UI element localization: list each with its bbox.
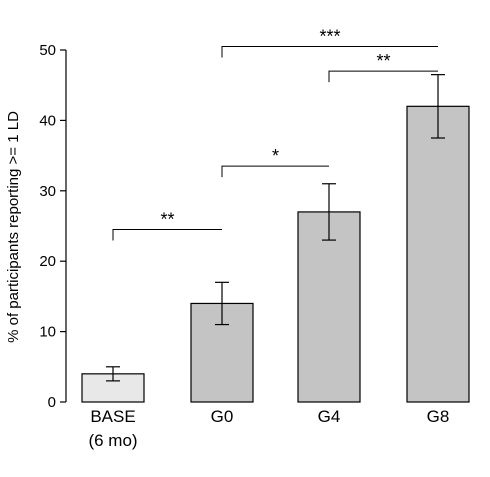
y-tick-label: 50 bbox=[39, 42, 56, 59]
significance-label: ** bbox=[376, 51, 390, 71]
error-layer bbox=[106, 74, 445, 382]
bar-layer bbox=[81, 105, 470, 403]
significance-label: ** bbox=[160, 210, 174, 230]
y-axis-label: % of participants reporting >= 1 LD bbox=[5, 111, 22, 343]
significance-label: *** bbox=[319, 26, 340, 46]
x-tick-label: G4 bbox=[318, 407, 341, 426]
y-tick-label: 20 bbox=[39, 253, 56, 270]
y-tick-label: 40 bbox=[39, 112, 56, 129]
x-tick-label: BASE bbox=[90, 407, 135, 426]
significance-label: * bbox=[272, 146, 279, 166]
bar-g8 bbox=[406, 105, 470, 403]
axis-layer: 0 10 20 30 40 50 BASE (6 mo) G0 G4 G8 bbox=[39, 42, 449, 450]
x-tick-label: G0 bbox=[211, 407, 234, 426]
significance-bracket bbox=[328, 70, 438, 83]
significance-bracket bbox=[221, 165, 329, 178]
y-tick-label: 0 bbox=[48, 394, 56, 411]
y-tick-label: 10 bbox=[39, 324, 56, 341]
x-tick-sublabel: (6 mo) bbox=[88, 431, 137, 450]
significance-bracket bbox=[112, 229, 222, 241]
y-tick-label: 30 bbox=[39, 183, 56, 200]
significance-bracket bbox=[221, 45, 438, 58]
x-tick-label: G8 bbox=[427, 407, 450, 426]
significance-layer: ******** bbox=[112, 26, 438, 241]
